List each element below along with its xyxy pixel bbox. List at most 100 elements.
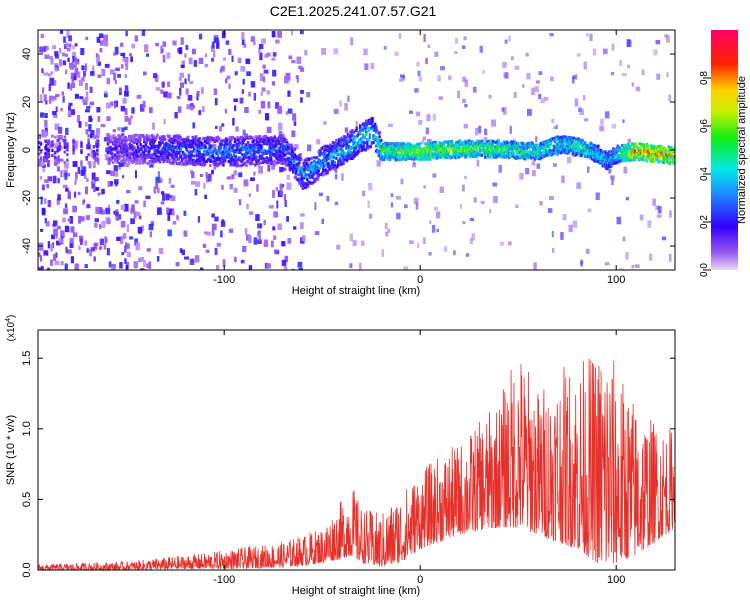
heatmap-cell xyxy=(475,155,478,159)
heatmap-cell xyxy=(470,142,473,146)
heatmap-cell xyxy=(621,153,625,157)
heatmap-cell xyxy=(241,137,245,141)
heatmap-cell xyxy=(275,39,280,44)
heatmap-cell xyxy=(56,146,59,150)
heatmap-cell xyxy=(54,123,60,131)
heatmap-cell xyxy=(185,88,189,95)
heatmap-cell xyxy=(183,210,187,216)
heatmap-cell xyxy=(287,90,291,97)
heatmap-cell xyxy=(125,163,130,168)
heatmap-cell xyxy=(238,156,241,160)
heatmap-cell xyxy=(563,146,567,150)
heatmap-cell xyxy=(580,261,583,267)
heatmap-cell xyxy=(80,150,83,154)
heatmap-cell xyxy=(232,158,236,162)
heatmap-cell xyxy=(258,234,261,242)
heatmap-cell xyxy=(361,133,365,136)
heatmap-cell xyxy=(334,164,337,167)
heatmap-cell xyxy=(653,155,656,159)
heatmap-cell xyxy=(468,151,471,155)
heatmap-cell xyxy=(260,144,263,148)
heatmap-cell xyxy=(130,115,133,119)
heatmap-cell xyxy=(514,140,517,144)
heatmap-cell xyxy=(148,149,151,153)
heatmap-cell xyxy=(152,150,156,154)
heatmap-cell xyxy=(187,138,190,142)
heatmap-cell xyxy=(349,233,353,242)
heatmap-cell xyxy=(250,36,256,42)
heatmap-cell xyxy=(261,38,266,44)
heatmap-cell xyxy=(249,146,253,150)
heatmap-cell xyxy=(506,141,509,145)
heatmap-cell xyxy=(669,254,672,262)
heatmap-cell xyxy=(434,154,438,158)
heatmap-cell xyxy=(53,253,57,261)
heatmap-cell xyxy=(166,156,170,160)
heatmap-cell xyxy=(222,159,225,162)
heatmap-cell xyxy=(450,139,454,143)
heatmap-cell xyxy=(126,251,132,258)
heatmap-cell xyxy=(115,138,118,142)
heatmap-cell xyxy=(71,76,75,83)
heatmap-cell xyxy=(279,189,282,196)
heatmap-cell xyxy=(229,163,232,167)
heatmap-cell xyxy=(495,147,499,151)
heatmap-cell xyxy=(79,216,85,222)
heatmap-cell xyxy=(148,261,152,269)
heatmap-cell xyxy=(156,144,159,148)
heatmap-cell xyxy=(279,150,283,154)
heatmap-cell xyxy=(645,142,649,146)
heatmap-cell xyxy=(579,142,582,146)
heatmap-cell xyxy=(572,75,577,79)
heatmap-cell xyxy=(614,159,618,163)
heatmap-cell xyxy=(411,144,414,148)
heatmap-cell xyxy=(464,141,468,145)
heatmap-cell xyxy=(66,48,71,52)
heatmap-cell xyxy=(439,186,444,193)
heatmap-cell xyxy=(124,58,129,66)
heatmap-cell xyxy=(119,262,123,269)
heatmap-cell xyxy=(584,142,588,146)
heatmap-cell xyxy=(103,137,108,142)
heatmap-cell xyxy=(191,180,196,185)
heatmap-cell xyxy=(604,159,607,162)
heatmap-cell xyxy=(536,80,540,84)
heatmap-cell xyxy=(456,152,460,156)
heatmap-cell xyxy=(203,182,206,189)
heatmap-cell xyxy=(321,218,325,224)
heatmap-cell xyxy=(425,57,428,65)
heatmap-cell xyxy=(173,136,177,140)
heatmap-cell xyxy=(96,54,100,62)
heatmap-cell xyxy=(347,95,350,103)
heatmap-cell xyxy=(436,211,441,219)
heatmap-cell xyxy=(262,140,265,144)
heatmap-cell xyxy=(205,249,210,253)
heatmap-cell xyxy=(405,144,409,148)
heatmap-cell xyxy=(572,136,575,140)
heatmap-cell xyxy=(398,154,402,158)
heatmap-cell xyxy=(113,171,119,177)
heatmap-cell xyxy=(374,130,378,134)
heatmap-cell xyxy=(110,266,114,270)
heatmap-cell xyxy=(299,153,302,158)
heatmap-cell xyxy=(233,170,237,176)
heatmap-cell xyxy=(125,158,128,162)
heatmap-cell xyxy=(463,152,466,155)
heatmap-cell xyxy=(52,111,57,115)
heatmap-cell xyxy=(195,137,199,141)
heatmap-cell xyxy=(120,154,123,158)
heatmap-cell xyxy=(85,83,88,90)
heatmap-cell xyxy=(298,159,301,163)
heatmap-cell xyxy=(121,147,125,151)
heatmap-cell xyxy=(72,140,75,144)
heatmap-cell xyxy=(150,134,154,137)
heatmap-cell xyxy=(476,159,480,167)
heatmap-cell xyxy=(579,108,584,115)
heatmap-cell xyxy=(442,153,446,157)
heatmap-cell xyxy=(205,53,208,58)
heatmap-cell xyxy=(323,163,327,167)
heatmap-cell xyxy=(303,168,306,172)
heatmap-cell xyxy=(248,150,252,154)
heatmap-cell xyxy=(334,141,337,145)
